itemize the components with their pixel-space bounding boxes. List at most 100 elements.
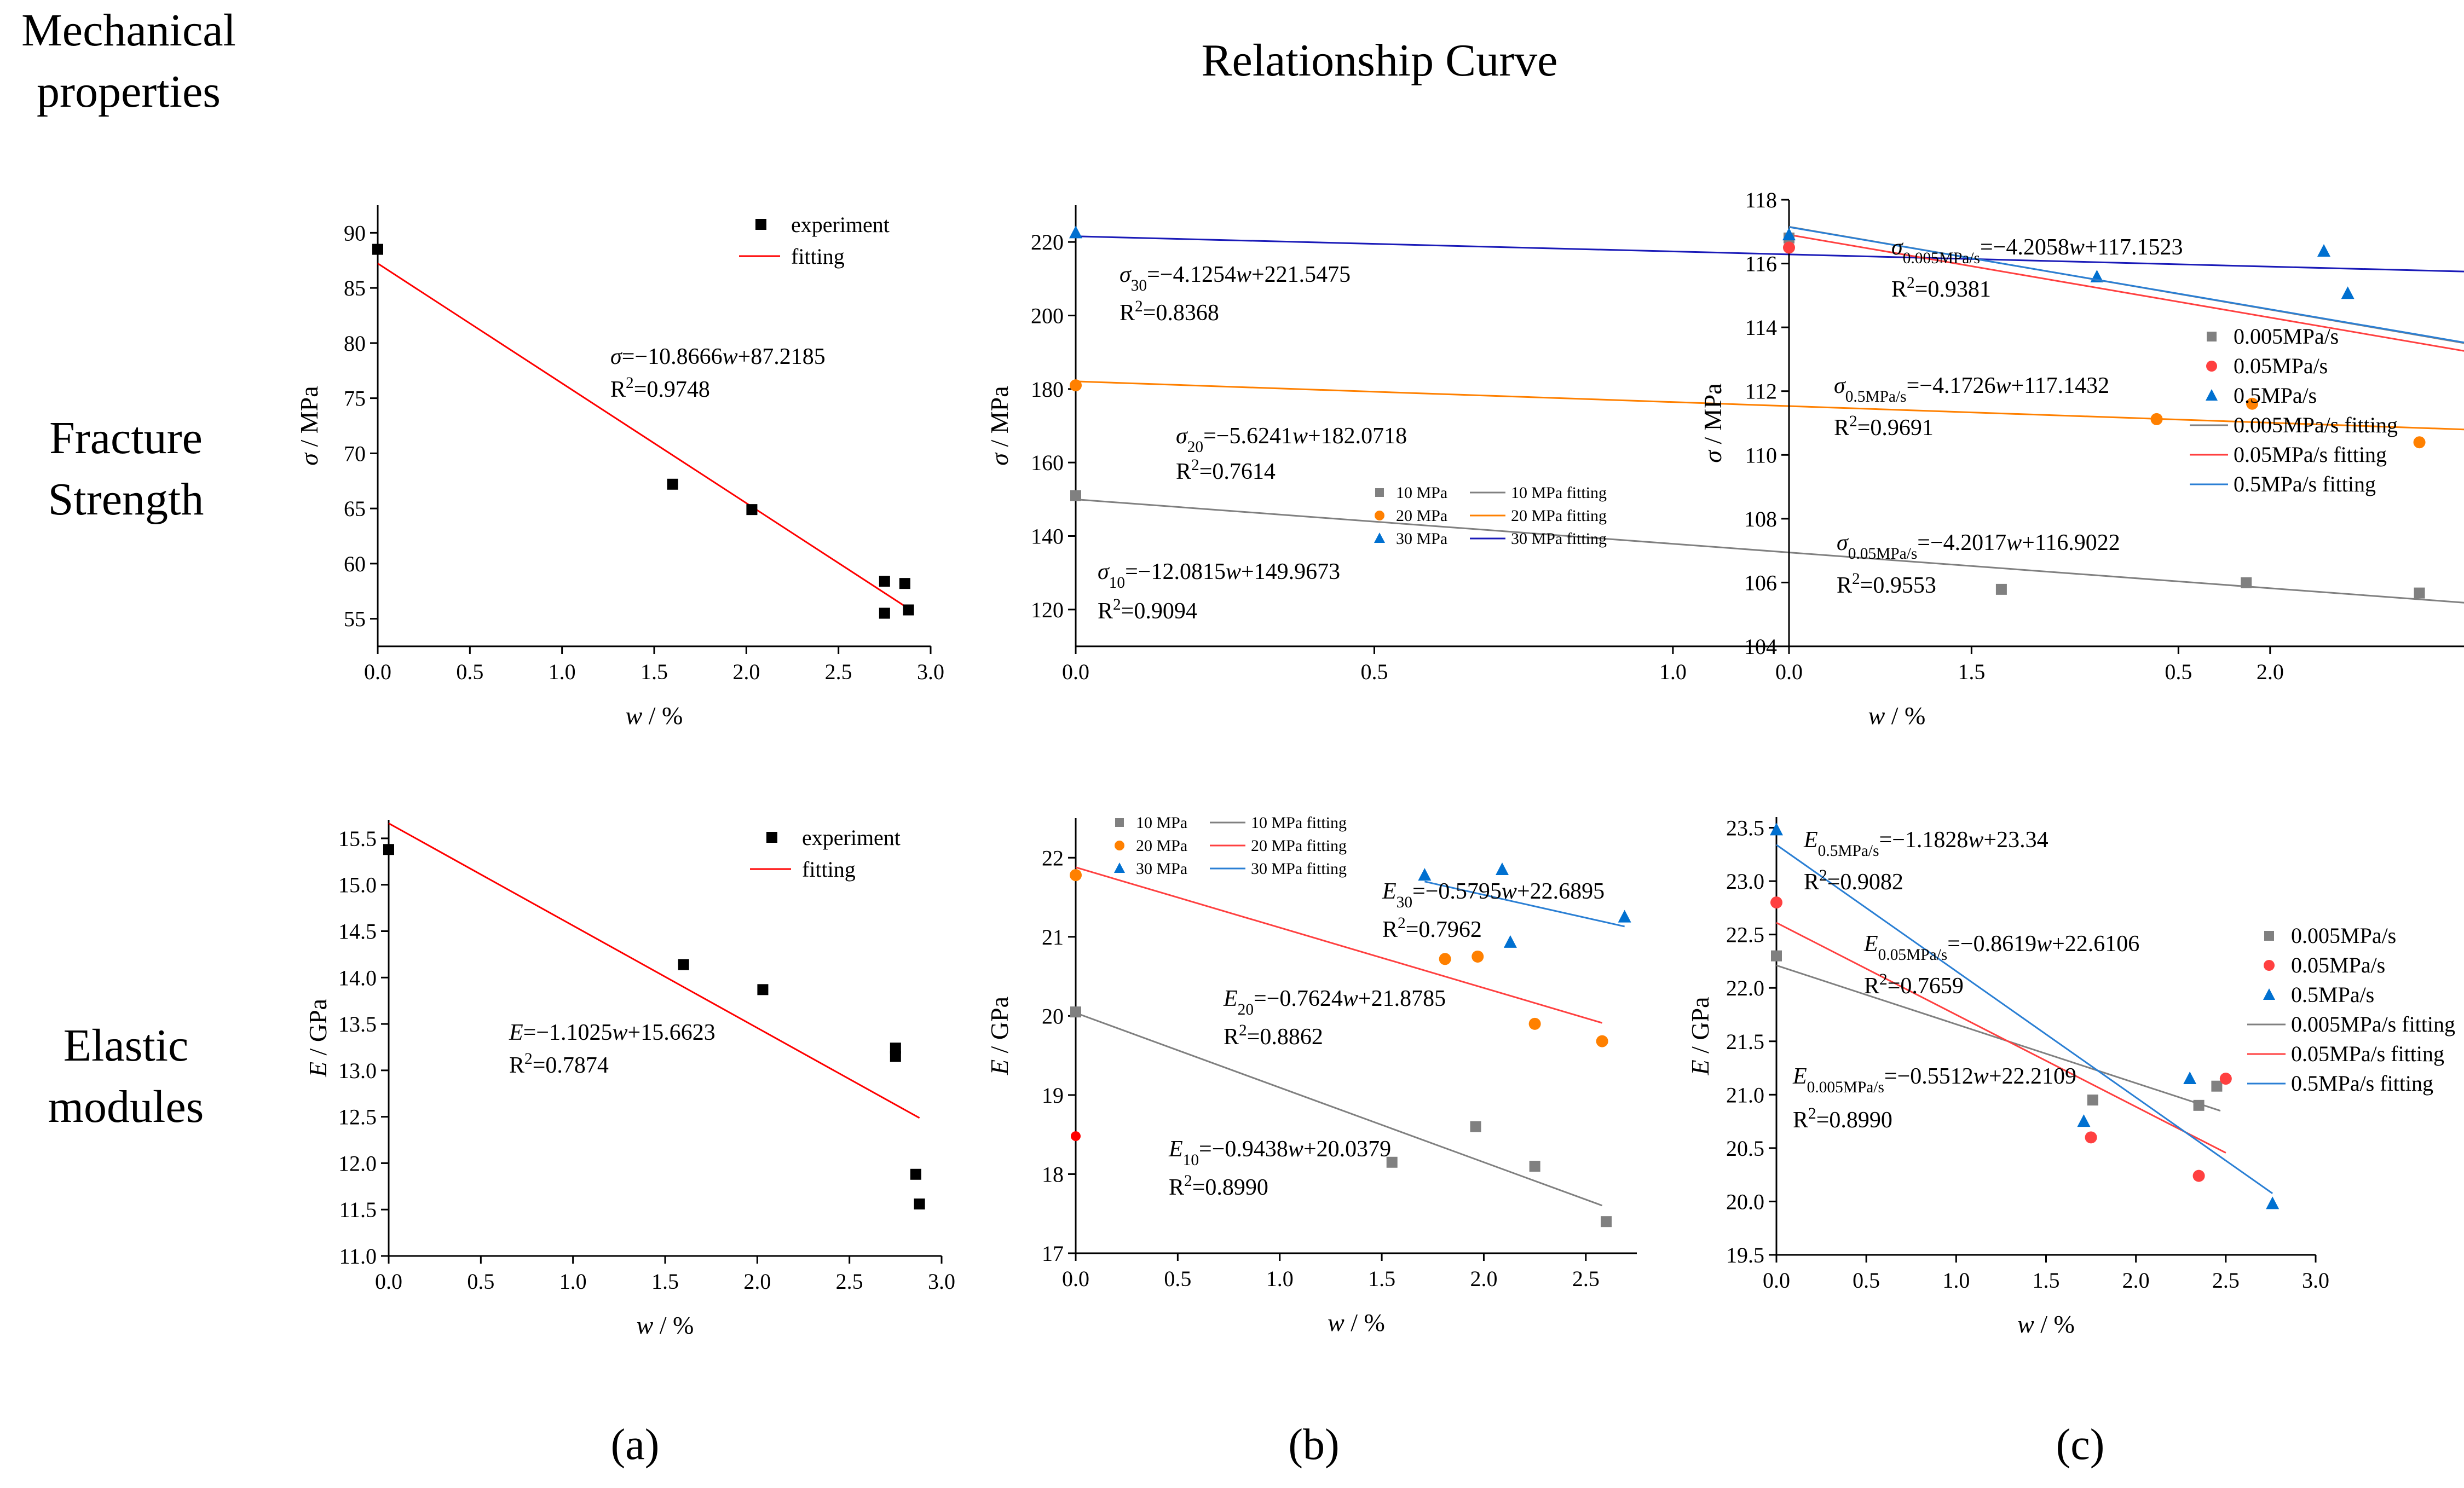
fit-line-fitting: [388, 823, 920, 1119]
fit-line-0-05mpa-s-fitting: [1776, 922, 2226, 1154]
x-axis-label: w / %: [1868, 702, 1926, 729]
x-axis-label: w / %: [626, 702, 683, 729]
data-point-0-05mpa-s: [2085, 1131, 2097, 1144]
plot-area: [1782, 225, 2464, 352]
fit-line-30-mpa-fitting: [1075, 235, 2464, 273]
fit-line-0-5mpa-s-fitting: [1788, 226, 2464, 344]
legend-label: 30 MPa fitting: [1251, 860, 1347, 878]
data-point-0-05mpa-s: [2219, 1073, 2232, 1085]
x-axis-label: w / %: [1328, 1308, 1385, 1336]
x-tick-label: 2.5: [825, 659, 852, 684]
legend: 10 MPa 10 MPa fitting 20 MPa 20 MPa fitting…: [1374, 484, 1607, 548]
x-tick-label: 1.0: [1659, 659, 1687, 684]
x-tick-label: 2.0: [1470, 1266, 1497, 1291]
y-tick-label: 80: [344, 331, 366, 356]
legend-label: 0.05MPa/s fitting: [2234, 442, 2387, 467]
x-tick-label: 0.0: [1062, 1266, 1089, 1291]
data-point-20-mpa: [1596, 1035, 1608, 1047]
legend-marker: [2264, 931, 2274, 941]
data-point-0-005mpa-s: [1771, 950, 1782, 962]
legend-marker: [2206, 389, 2218, 401]
data-point-20-mpa: [1070, 379, 1082, 392]
x-tick-label: 0.5: [1164, 1266, 1191, 1291]
legend-label: 0.5MPa/s: [2291, 982, 2374, 1007]
data-point-0-005mpa-s: [2193, 1099, 2205, 1111]
equation-annotation: σ20=−5.6241w+182.0718: [1176, 424, 1407, 456]
legend-label: fitting: [791, 244, 845, 269]
data-point-20-mpa: [1070, 869, 1082, 882]
x-tick-label: 0.5: [456, 659, 483, 684]
equation-annotation: R2=0.9082: [1804, 867, 1903, 895]
legend-marker: [2264, 960, 2275, 971]
data-point-experiment: [757, 984, 769, 995]
y-tick-label: 11.0: [339, 1244, 377, 1269]
x-tick-label: 0.0: [375, 1269, 402, 1294]
data-point-20-mpa: [2246, 397, 2259, 410]
legend-label: 0.5MPa/s: [2234, 383, 2317, 408]
data-point-10-mpa: [2414, 587, 2425, 599]
x-tick-label: 2.5: [1572, 1266, 1600, 1291]
y-tick-label: 18: [1042, 1162, 1064, 1186]
data-point-0-05mpa-s: [1783, 241, 1795, 254]
y-tick-label: 14.5: [338, 919, 377, 943]
legend-label: 0.5MPa/s fitting: [2291, 1071, 2433, 1096]
y-axis-label: σ / MPa: [295, 386, 323, 465]
data-point-0-05mpa-s: [1770, 896, 1782, 909]
y-tick-label: 118: [1745, 188, 1777, 212]
legend-label: 20 MPa fitting: [1511, 507, 1607, 525]
x-tick-label: 0.5: [1853, 1268, 1880, 1293]
data-point-experiment: [890, 1051, 901, 1062]
equation-annotation: σ0.05MPa/s=−4.2017w+116.9022: [1837, 530, 2120, 563]
legend-marker: [2207, 332, 2217, 341]
plot-area: [383, 823, 925, 1210]
y-tick-label: 19: [1042, 1083, 1064, 1108]
legend-label: 0.05MPa/s: [2291, 953, 2385, 977]
plot-area: [1069, 225, 2464, 604]
y-tick-label: 21.0: [1726, 1082, 1764, 1107]
legend: 10 MPa 10 MPa fitting 20 MPa 20 MPa fitting…: [1114, 814, 1347, 878]
fit-line-20-mpa-fitting: [1075, 866, 1603, 1024]
y-tick-label: 160: [1031, 450, 1064, 475]
y-tick-label: 65: [344, 496, 366, 521]
data-point-10-mpa: [1995, 583, 2007, 595]
data-point-10-mpa: [1070, 490, 1081, 501]
chart-b_top: 0.00.51.01.52.02.5120140160180200220w / …: [985, 205, 2464, 729]
data-point-experiment: [899, 578, 910, 589]
x-tick-label: 0.5: [2165, 659, 2192, 684]
data-point-20-mpa: [2413, 436, 2426, 449]
data-point-0-5mpa-s: [2266, 1196, 2280, 1209]
fit-line-20-mpa-fitting: [1075, 380, 2464, 431]
x-tick-label: 0.0: [1062, 659, 1089, 684]
legend-marker: [1115, 818, 1124, 827]
x-tick-label: 3.0: [928, 1269, 955, 1294]
equation-annotation: R2=0.9094: [1098, 596, 1197, 624]
data-point-20-mpa: [1439, 953, 1451, 965]
y-axis-label: σ / MPa: [1699, 383, 1727, 462]
data-point-experiment: [678, 959, 689, 970]
x-tick-label: 1.0: [1266, 1266, 1294, 1291]
data-point-0-5mpa-s: [1782, 228, 1796, 241]
y-axis-label: E / GPa: [304, 999, 332, 1078]
y-tick-label: 15.0: [338, 873, 377, 898]
plot-area: [1770, 823, 2280, 1209]
data-point-20-mpa: [1472, 950, 1484, 963]
y-tick-label: 110: [1745, 443, 1777, 467]
legend-label: 10 MPa: [1396, 484, 1447, 502]
data-point-experiment: [879, 576, 890, 587]
y-axis-label: E / GPa: [985, 997, 1013, 1075]
data-point-0-5mpa-s: [2183, 1072, 2197, 1085]
fit-line-10-mpa-fitting: [1075, 499, 2464, 604]
data-point-0-5mpa-s: [1770, 823, 1783, 836]
legend-label: 0.05MPa/s: [2234, 354, 2328, 378]
data-point-10-mpa: [1601, 1216, 1612, 1228]
x-tick-label: 0.0: [1775, 659, 1803, 684]
data-point-10-mpa: [1529, 1161, 1540, 1172]
legend-label: 0.005MPa/s fitting: [2291, 1012, 2455, 1037]
y-tick-label: 116: [1745, 252, 1777, 276]
row-label-elastic-modules: Elastic modules: [0, 1015, 252, 1138]
legend: 0.005MPa/s 0.05MPa/s 0.5MPa/s 0.005MPa/s fi…: [2247, 923, 2455, 1096]
chart-b_bottom: 0.0 0.5 1.0 1.5 2.0 2.5 17 18 19 20 21 22 w / % E / G…: [985, 814, 1637, 1336]
equation-annotation: R2=0.7614: [1176, 456, 1276, 484]
y-axis-label: σ / MPa: [985, 386, 1013, 465]
